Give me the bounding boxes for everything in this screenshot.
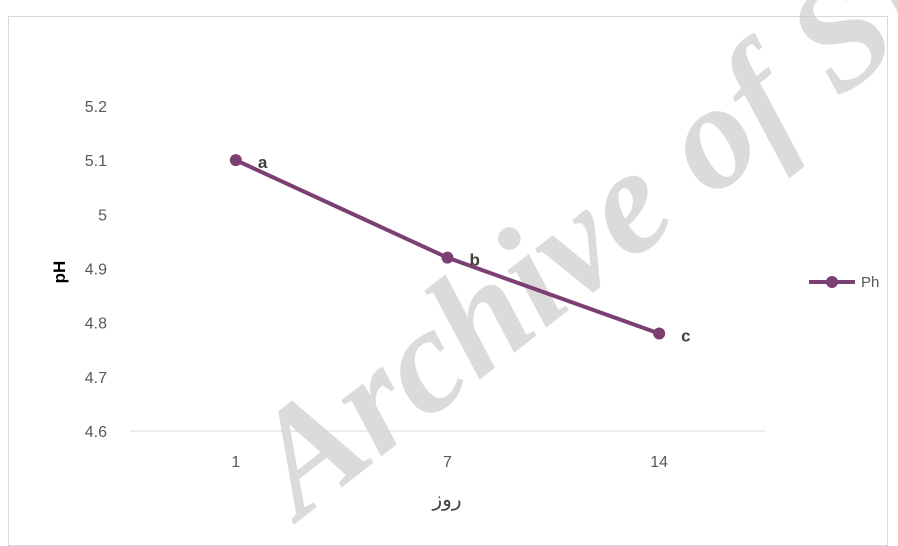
legend[interactable]: Ph (809, 274, 879, 291)
series-group: a b c (229, 153, 691, 346)
y-tick-label: 5.1 (85, 153, 107, 170)
chart-frame (8, 16, 888, 546)
y-tick-label: 5 (98, 207, 107, 224)
y-tick-label: 4.7 (85, 370, 107, 387)
y-tick-label: 4.9 (85, 262, 107, 279)
y-tick-label: 4.8 (85, 316, 107, 333)
data-point-label: b (470, 251, 480, 270)
y-axis-title: pH (50, 261, 69, 284)
y-tick-label: 5.2 (85, 99, 107, 116)
x-tick-label: 1 (231, 454, 240, 471)
y-tick-label: 4.6 (85, 424, 107, 441)
data-point-label: c (681, 327, 690, 346)
x-tick-label: 7 (443, 454, 452, 471)
y-tick-group: 4.6 4.7 4.8 4.9 5 5.1 5.2 (85, 99, 107, 441)
x-tick-label: 14 (650, 454, 668, 471)
x-tick-group: 1 7 14 (231, 454, 668, 471)
data-point-label: a (258, 153, 268, 172)
legend-dot-marker (826, 276, 838, 288)
data-point[interactable] (653, 327, 666, 340)
legend-label: Ph (861, 274, 879, 291)
x-axis-title: روز (432, 489, 462, 511)
watermark-text: Archive of SID (212, 0, 898, 538)
data-point[interactable] (229, 154, 242, 167)
data-point[interactable] (441, 251, 454, 264)
